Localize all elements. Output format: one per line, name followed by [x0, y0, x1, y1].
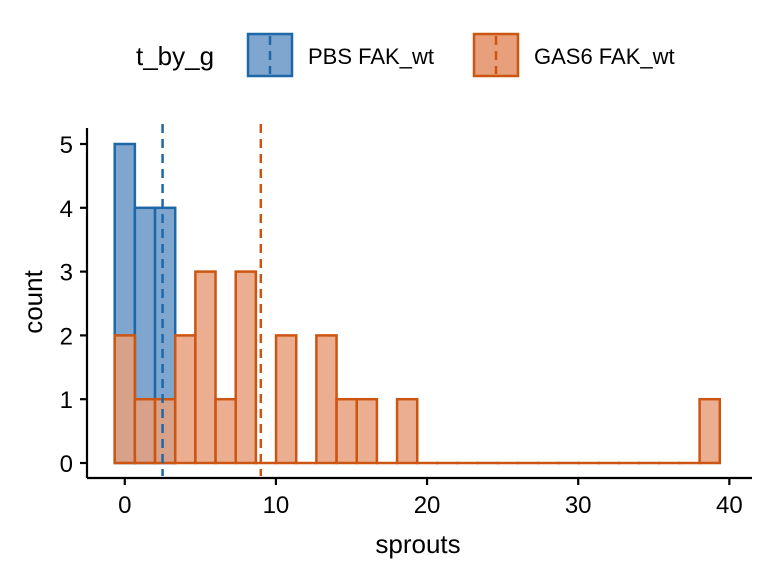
- bar-gas6-5: [214, 397, 237, 465]
- x-tick-label-20: 20: [414, 492, 441, 519]
- y-tick-label-3: 3: [60, 260, 73, 287]
- y-axis-title: count: [18, 269, 48, 333]
- y-tick-label-2: 2: [60, 323, 73, 350]
- legend-key-gas6: [472, 32, 520, 78]
- bar-gas6-14: [395, 397, 419, 465]
- bar-gas6-11: [335, 397, 358, 465]
- series-gas6-bars: [113, 270, 722, 465]
- x-tick-label-10: 10: [263, 492, 290, 519]
- legend-label-gas6: GAS6 FAK_wt: [534, 44, 675, 69]
- legend-label-pbs: PBS FAK_wt: [308, 44, 434, 69]
- y-tick-label-1: 1: [60, 387, 73, 414]
- axes: 0 1 2 3 4 5 0 10 20 30 40: [60, 128, 752, 519]
- legend: t_by_g PBS FAK_wt GAS6 FAK_wt: [136, 32, 675, 78]
- y-tick-label-0: 0: [60, 451, 73, 478]
- y-tick-label-4: 4: [60, 196, 73, 223]
- x-tick-label-40: 40: [716, 492, 743, 519]
- bar-gas6-12: [355, 397, 379, 465]
- bar-gas6-29: [698, 397, 722, 465]
- x-tick-label-30: 30: [565, 492, 592, 519]
- x-axis-title: sprouts: [375, 529, 460, 559]
- bar-gas6-3: [173, 334, 197, 465]
- bar-gas6-10: [315, 334, 338, 465]
- legend-key-pbs: [246, 32, 294, 78]
- bar-gas6-1: [133, 397, 157, 465]
- bar-gas6-0: [113, 334, 137, 465]
- bar-gas6-6: [234, 270, 258, 465]
- bar-gas6-8: [274, 334, 298, 465]
- x-tick-label-0: 0: [118, 492, 131, 519]
- y-tick-label-5: 5: [60, 132, 73, 159]
- bar-gas6-4: [194, 270, 217, 465]
- mean-lines: [161, 124, 263, 476]
- legend-title: t_by_g: [136, 41, 214, 71]
- bar-gas6-2: [153, 397, 177, 465]
